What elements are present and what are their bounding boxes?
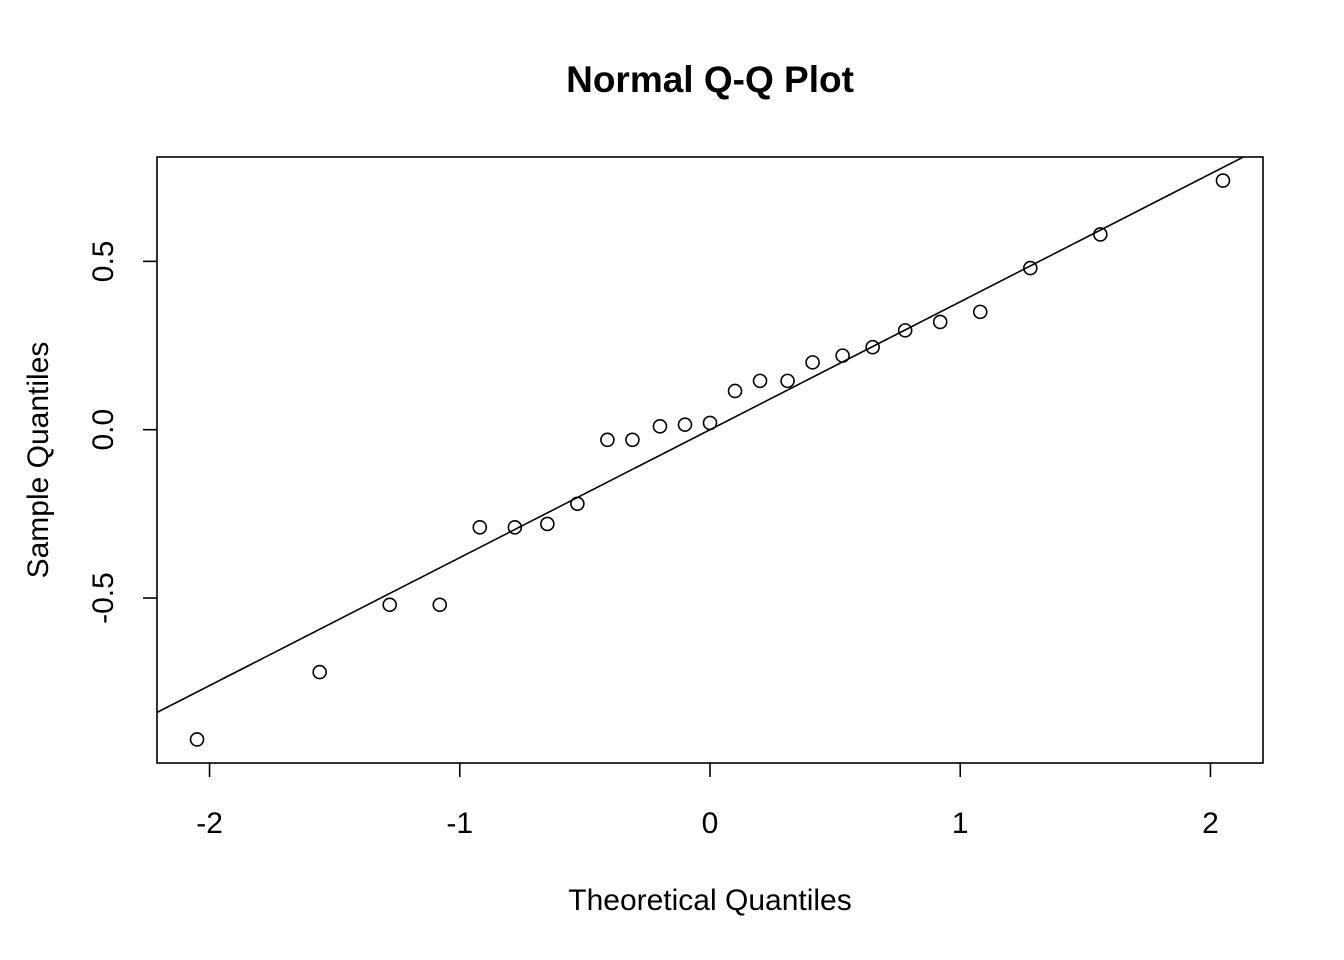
plot-frame — [156, 156, 1264, 764]
data-point — [432, 597, 448, 613]
data-point — [312, 664, 327, 680]
data-point — [752, 373, 768, 389]
x-tick-label: 1 — [952, 807, 969, 840]
data-point — [625, 432, 640, 448]
data-point — [932, 314, 948, 330]
data-point — [805, 355, 820, 370]
x-tick-label: 0 — [702, 807, 719, 840]
x-tick-label: -1 — [446, 807, 473, 840]
data-point — [780, 373, 795, 389]
data-point — [727, 383, 743, 399]
chart-title: Normal Q-Q Plot — [566, 59, 854, 100]
y-tick-label: -0.5 — [87, 572, 120, 624]
data-point — [702, 415, 718, 431]
data-point — [677, 417, 693, 432]
data-point — [382, 597, 398, 613]
data-point — [652, 419, 668, 434]
data-point — [1215, 173, 1231, 188]
y-axis-label: Sample Quantiles — [22, 342, 55, 579]
data-point — [897, 323, 913, 338]
data-point — [835, 348, 850, 363]
qq-reference-line — [157, 157, 1246, 714]
data-point — [472, 520, 488, 535]
y-tick-label: 0.0 — [87, 409, 120, 451]
data-point — [540, 516, 555, 532]
data-point — [972, 304, 988, 320]
data-point — [1022, 260, 1038, 276]
x-tick-label: 2 — [1202, 807, 1219, 840]
data-point — [1093, 227, 1108, 242]
data-point — [865, 339, 880, 355]
data-point — [189, 732, 205, 747]
data-point — [507, 520, 523, 535]
plot-area — [157, 157, 1246, 747]
x-axis-label: Theoretical Quantiles — [568, 884, 851, 917]
y-tick-label: 0.5 — [87, 241, 120, 283]
x-tick-label: -2 — [196, 807, 223, 840]
data-point — [600, 432, 615, 448]
data-point — [570, 496, 585, 512]
